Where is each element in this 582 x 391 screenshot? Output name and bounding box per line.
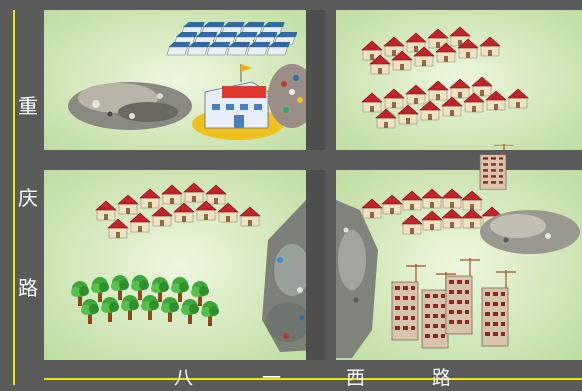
garbage-dump-icon [336,200,378,358]
garbage-dump-icon [480,210,580,254]
garbage-dump-icon [262,200,316,352]
horizontal-road-label-2: 一 [262,367,282,389]
horizontal-road-label-3: 西 [346,367,366,389]
horizontal-road-label-1: 八 [174,367,194,389]
horizontal-road-label-4: 路 [432,367,452,389]
vertical-road-label-2: 庆 [18,186,38,210]
crowd-icon [268,64,316,128]
factory-rows-icon [165,21,298,56]
garbage-dump-icon [68,82,192,130]
vertical-road-label-1: 重 [18,94,38,118]
school-icon [192,64,284,140]
vertical-road-label-3: 路 [18,276,38,300]
